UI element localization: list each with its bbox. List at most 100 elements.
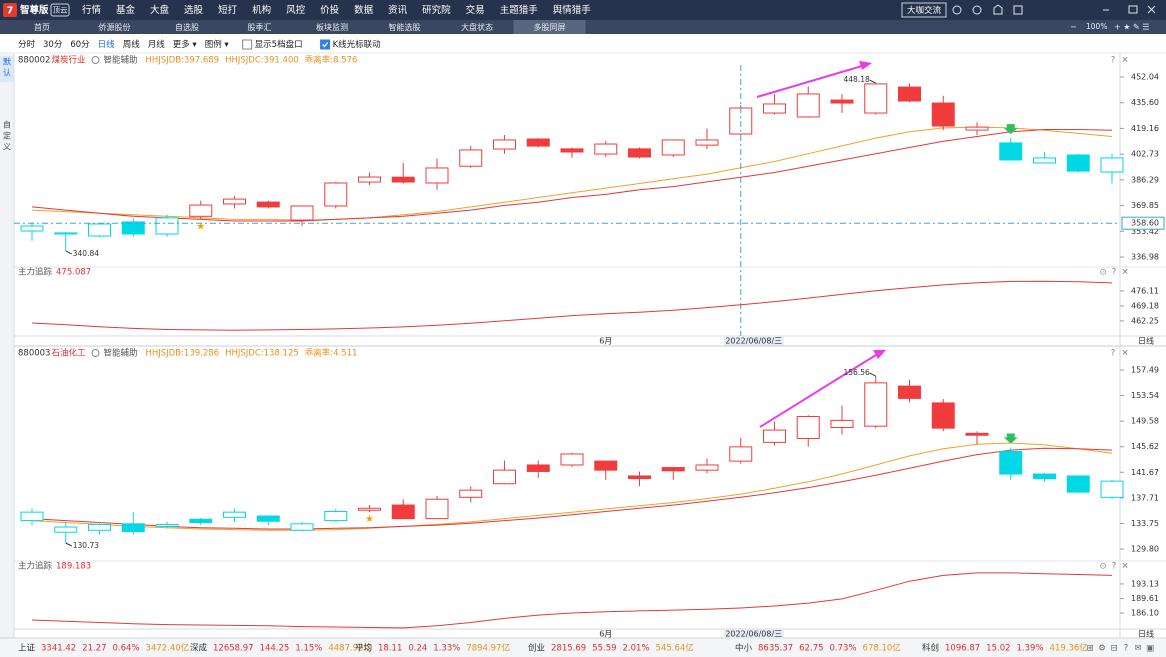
- stock-name[interactable]: 石油化工: [51, 348, 86, 359]
- tab[interactable]: 首页: [34, 22, 50, 32]
- y-tick-label: 353.42: [1131, 227, 1159, 236]
- toolbar-item[interactable]: 分时: [18, 39, 36, 50]
- candle-body: [931, 402, 955, 429]
- date-highlight: [723, 629, 784, 639]
- status-icon[interactable]: ⊞: [1086, 644, 1093, 654]
- status-icon[interactable]: ⚙: [1098, 644, 1106, 654]
- menu-item[interactable]: 大盘: [150, 4, 170, 16]
- stock-name[interactable]: 煤炭行业: [51, 55, 85, 66]
- toolbar-item[interactable]: 周线: [123, 39, 141, 50]
- sidebar-text[interactable]: 默: [3, 57, 11, 67]
- tab-active: [513, 20, 586, 34]
- menu-item[interactable]: 选股: [184, 4, 204, 16]
- sidebar-active: [0, 56, 14, 82]
- index-change: 15.02: [986, 644, 1010, 654]
- menu-item[interactable]: 资讯: [388, 5, 408, 16]
- candle-body: [594, 143, 618, 155]
- index-name: 科创: [922, 643, 939, 654]
- tab[interactable]: 股季汇: [248, 22, 272, 32]
- indicator-icon[interactable]: ⊙: [1099, 268, 1106, 278]
- toolbar-item[interactable]: 60分: [70, 40, 90, 50]
- indicator-icon[interactable]: ✕: [1121, 562, 1128, 572]
- close-icon[interactable]: ✕: [1121, 56, 1128, 66]
- user-icon[interactable]: [952, 5, 962, 15]
- menu-item[interactable]: 交易: [466, 4, 485, 16]
- candle-body: [256, 201, 280, 208]
- candle-body: [661, 467, 685, 472]
- toolbar-item[interactable]: 30分: [43, 40, 63, 50]
- index-change: 62.75: [799, 644, 823, 654]
- menu-item[interactable]: 行情: [82, 4, 102, 16]
- sidebar-text[interactable]: 认: [3, 68, 11, 78]
- checkbox[interactable]: [242, 39, 253, 50]
- candle-body: [1100, 480, 1124, 498]
- index-pct: 0.73%: [830, 644, 857, 654]
- settings-icon[interactable]: [972, 5, 982, 15]
- candle-body: [425, 498, 449, 520]
- sidebar-text[interactable]: 定: [3, 131, 11, 141]
- indicator-icon[interactable]: ✕: [1121, 268, 1128, 278]
- index-change: 0.24: [408, 644, 427, 654]
- tab[interactable]: 侨源股份: [99, 22, 131, 32]
- menu-item[interactable]: 机构: [252, 4, 271, 16]
- menu-item[interactable]: 研究院: [422, 4, 451, 16]
- chat-box[interactable]: [901, 2, 947, 18]
- tab[interactable]: 板块监测: [316, 22, 348, 32]
- zoom-minus[interactable]: −: [1070, 23, 1077, 32]
- candle-body: [54, 232, 78, 235]
- cursor-price: 358.60: [1131, 219, 1159, 228]
- menu-item[interactable]: 数据: [354, 4, 374, 16]
- y-tick-label: 133.75: [1131, 519, 1159, 528]
- tab[interactable]: 多股同屏: [534, 22, 566, 32]
- tab[interactable]: 大盘状态: [461, 22, 493, 32]
- sidebar-text[interactable]: 义: [3, 143, 11, 152]
- date-label: 6月: [599, 337, 612, 346]
- sidebar-text[interactable]: 自: [3, 120, 11, 130]
- candle-body: [763, 103, 786, 114]
- toolbar-item[interactable]: 月线: [148, 39, 166, 50]
- arrow-line: [756, 65, 863, 98]
- max-icon[interactable]: [1128, 5, 1138, 14]
- toolbar-item[interactable]: 更多 ▾: [173, 39, 198, 50]
- status-bar: [0, 638, 1166, 657]
- status-icon[interactable]: ⊟: [1110, 644, 1117, 654]
- toolbar-item[interactable]: 图例 ▾: [205, 39, 230, 50]
- menu-item[interactable]: 短打: [218, 4, 238, 16]
- dropdown-icon[interactable]: [91, 349, 100, 357]
- menu-item[interactable]: 主题猎手: [500, 4, 539, 16]
- menu-item[interactable]: 基金: [116, 4, 136, 16]
- menu-item[interactable]: 风控: [286, 4, 306, 16]
- low-marker: [65, 542, 72, 547]
- index-price: 18.11: [378, 644, 402, 654]
- logo-icon[interactable]: [3, 3, 17, 17]
- index-price: 3341.42: [41, 644, 76, 654]
- indicator-icon[interactable]: ?: [1112, 268, 1117, 278]
- close-icon[interactable]: [1147, 5, 1156, 14]
- indicator-icon[interactable]: ?: [1112, 562, 1117, 572]
- help-icon[interactable]: ?: [1111, 349, 1116, 359]
- status-icon[interactable]: ✉: [1134, 644, 1141, 654]
- skin-icon[interactable]: [1013, 5, 1023, 15]
- toolbar-item[interactable]: 日线: [98, 39, 116, 50]
- status-icon[interactable]: ?: [1124, 644, 1129, 654]
- checkbox[interactable]: [320, 39, 331, 50]
- candle-body: [493, 469, 516, 485]
- home-icon[interactable]: [993, 4, 1003, 15]
- menu-bar: [0, 0, 1166, 20]
- indicator-icon[interactable]: ⊙: [1099, 562, 1106, 572]
- status-icon[interactable]: ▣: [1146, 644, 1154, 654]
- sell-signal: [1003, 124, 1018, 135]
- tab[interactable]: 智能选股: [389, 22, 421, 32]
- menu-item[interactable]: 价投: [320, 4, 340, 16]
- help-icon[interactable]: ?: [1111, 56, 1116, 66]
- chat-button[interactable]: 大咖交流: [907, 5, 942, 16]
- zoom-plus[interactable]: + ★ ✎ ☰: [1114, 23, 1149, 32]
- candle-body: [1033, 473, 1056, 480]
- menu-item[interactable]: 舆情猎手: [553, 4, 592, 16]
- candle-body: [560, 453, 584, 466]
- tab[interactable]: 自选股: [175, 22, 199, 32]
- y-tick-label: 435.60: [1131, 98, 1159, 107]
- close-icon[interactable]: ✕: [1121, 349, 1128, 359]
- indicator-name: 主力追踪: [18, 561, 53, 572]
- dropdown-icon[interactable]: [91, 56, 100, 64]
